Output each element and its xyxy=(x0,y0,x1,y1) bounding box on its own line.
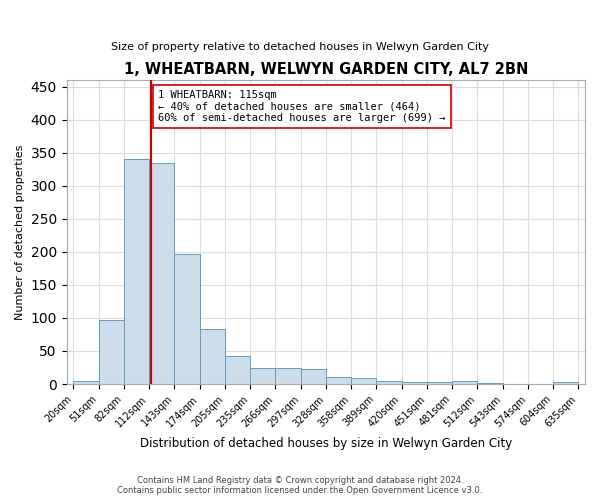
Bar xyxy=(351,378,376,384)
Text: 1 WHEATBARN: 115sqm
← 40% of detached houses are smaller (464)
60% of semi-detac: 1 WHEATBARN: 115sqm ← 40% of detached ho… xyxy=(158,90,445,123)
Bar xyxy=(326,378,351,384)
Bar xyxy=(301,370,326,384)
Bar xyxy=(452,382,478,384)
Title: 1, WHEATBARN, WELWYN GARDEN CITY, AL7 2BN: 1, WHEATBARN, WELWYN GARDEN CITY, AL7 2B… xyxy=(124,62,528,78)
Bar xyxy=(73,380,98,384)
X-axis label: Distribution of detached houses by size in Welwyn Garden City: Distribution of detached houses by size … xyxy=(140,437,512,450)
Bar xyxy=(553,382,578,384)
Bar xyxy=(275,368,301,384)
Text: Size of property relative to detached houses in Welwyn Garden City: Size of property relative to detached ho… xyxy=(111,42,489,52)
Bar xyxy=(174,254,200,384)
Bar xyxy=(149,162,174,384)
Bar xyxy=(225,356,250,384)
Bar xyxy=(124,160,149,384)
Text: Contains HM Land Registry data © Crown copyright and database right 2024.
Contai: Contains HM Land Registry data © Crown c… xyxy=(118,476,482,495)
Bar xyxy=(200,329,225,384)
Bar xyxy=(98,320,124,384)
Bar xyxy=(250,368,275,384)
Bar xyxy=(376,380,402,384)
Y-axis label: Number of detached properties: Number of detached properties xyxy=(15,144,25,320)
Bar xyxy=(402,382,427,384)
Bar xyxy=(427,382,452,384)
